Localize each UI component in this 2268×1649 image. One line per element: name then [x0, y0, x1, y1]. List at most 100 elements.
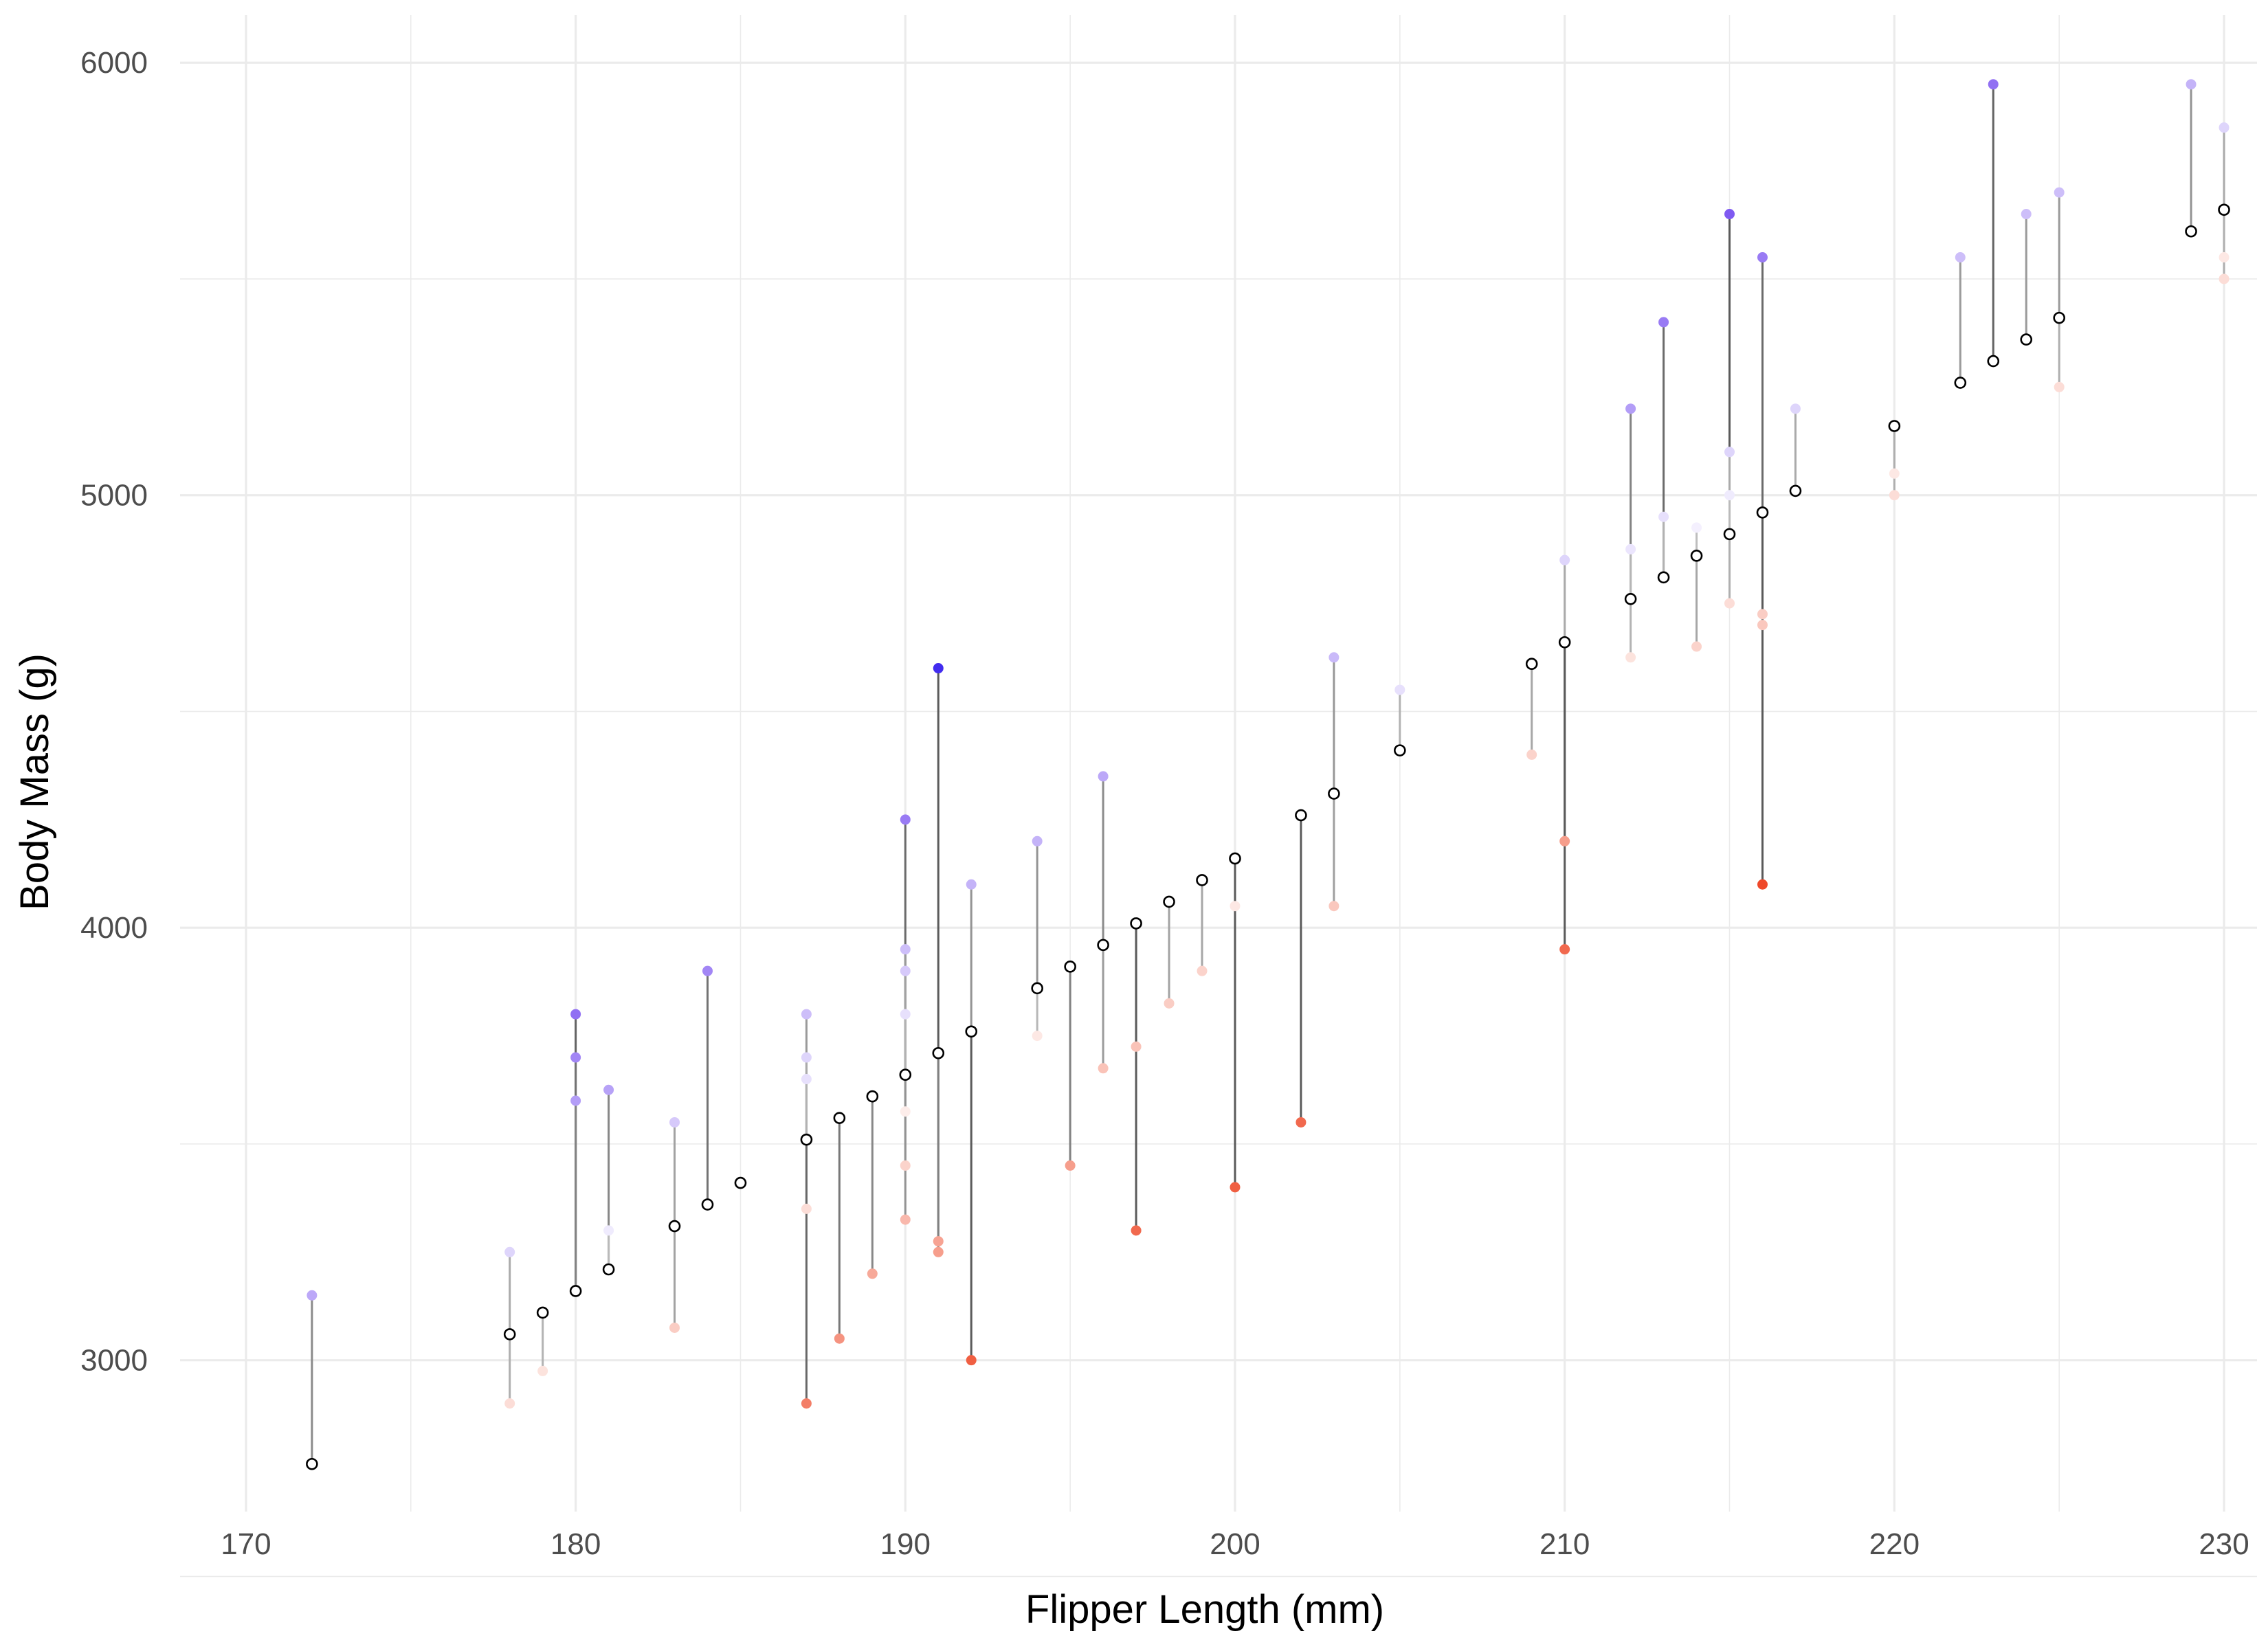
fitted-point [569, 1285, 582, 1297]
fitted-point [1328, 787, 1340, 800]
fitted-point [1954, 377, 1967, 389]
observed-point [1625, 403, 1636, 414]
observed-point [702, 965, 713, 976]
observed-point [2054, 381, 2065, 392]
x-tick-label: 190 [880, 1527, 931, 1561]
y-tick-label: 6000 [80, 46, 148, 80]
observed-point [1757, 252, 1768, 263]
y-tick-label: 5000 [80, 479, 148, 513]
observed-point [1691, 641, 1702, 652]
observed-point [933, 1246, 944, 1257]
observed-point [669, 1117, 680, 1128]
fitted-point [734, 1176, 747, 1189]
observed-point [1394, 684, 1405, 695]
x-tick-label: 210 [1539, 1527, 1590, 1561]
observed-point [1098, 1063, 1109, 1074]
observed-point [1757, 620, 1768, 631]
observed-point [1724, 447, 1735, 458]
observed-point [1328, 652, 1339, 663]
observed-point [1131, 1225, 1142, 1236]
y-axis-title: Body Mass (g) [12, 653, 57, 910]
observed-point [1658, 511, 1669, 522]
observed-point [1889, 490, 1900, 501]
observed-point [900, 944, 911, 955]
observed-point [1691, 522, 1702, 533]
observed-point [570, 1052, 581, 1063]
x-tick-label: 220 [1869, 1527, 1920, 1561]
observed-point [801, 1009, 812, 1020]
x-tick-label: 170 [221, 1527, 271, 1561]
fitted-point [932, 1046, 945, 1059]
y-tick-label: 4000 [80, 911, 148, 945]
observed-point [2054, 187, 2065, 198]
fitted-point [800, 1133, 813, 1146]
observed-point [900, 814, 911, 825]
observed-point [1757, 609, 1768, 620]
observed-point [2219, 122, 2230, 133]
fitted-point [1723, 528, 1736, 541]
fitted-point [1394, 744, 1406, 756]
observed-point [1889, 468, 1900, 479]
fitted-point [701, 1198, 714, 1211]
fitted-point [1789, 484, 1802, 497]
observed-point [1230, 901, 1241, 912]
observed-point [801, 1052, 812, 1063]
fitted-point [866, 1090, 879, 1103]
observed-point [1724, 209, 1735, 220]
residual-lines [311, 84, 2225, 1464]
fitted-point [2020, 333, 2033, 346]
fitted-point [1525, 658, 1538, 671]
observed-point [1328, 901, 1339, 912]
observed-point [801, 1074, 812, 1085]
observed-points [307, 79, 2230, 1409]
fitted-point [1196, 874, 1208, 886]
observed-point [1625, 543, 1636, 554]
observed-point [1724, 598, 1735, 609]
observed-point [1526, 749, 1537, 760]
y-tick-label: 3000 [80, 1344, 148, 1378]
observed-point [1790, 403, 1801, 414]
fitted-point [1657, 571, 1670, 584]
observed-point [603, 1225, 614, 1236]
fitted-point [1690, 550, 1703, 562]
observed-point [1757, 879, 1768, 890]
observed-point [801, 1203, 812, 1214]
fitted-point [1987, 355, 2000, 368]
observed-point [2186, 79, 2197, 90]
fitted-point [602, 1263, 615, 1276]
fitted-point [1064, 961, 1076, 973]
observed-point [1988, 79, 1999, 90]
tick-labels: 170 180 190 200 210 220 230 3000 4000 5000 6000 [80, 46, 2249, 1561]
observed-point [1658, 317, 1669, 328]
observed-point [1559, 944, 1570, 955]
fitted-point [668, 1220, 681, 1233]
fitted-point [1295, 809, 1307, 822]
fitted-point [306, 1457, 318, 1470]
observed-point [504, 1398, 515, 1409]
fitted-point [1558, 636, 1571, 649]
fitted-point [1163, 895, 1175, 908]
observed-point [1724, 490, 1735, 501]
observed-point [669, 1322, 680, 1333]
observed-point [1559, 835, 1570, 846]
observed-point [504, 1246, 515, 1257]
observed-point [1065, 1160, 1076, 1171]
observed-point [1032, 835, 1043, 846]
fitted-point [1031, 982, 1043, 995]
fitted-point [1229, 852, 1241, 865]
observed-point [537, 1365, 548, 1376]
observed-point [900, 1160, 911, 1171]
fitted-points [306, 203, 2230, 1470]
x-axis-title: Flipper Length (mm) [1025, 1587, 1384, 1632]
fitted-point [536, 1306, 549, 1319]
fitted-point [1888, 420, 1901, 432]
fitted-point [899, 1068, 912, 1081]
observed-point [1230, 1182, 1241, 1193]
observed-point [2219, 273, 2230, 284]
observed-point [966, 1355, 977, 1366]
observed-point [570, 1009, 581, 1020]
fitted-point [2218, 203, 2230, 216]
observed-point [1098, 771, 1109, 782]
fitted-point [1624, 592, 1637, 605]
observed-point [1625, 652, 1636, 663]
